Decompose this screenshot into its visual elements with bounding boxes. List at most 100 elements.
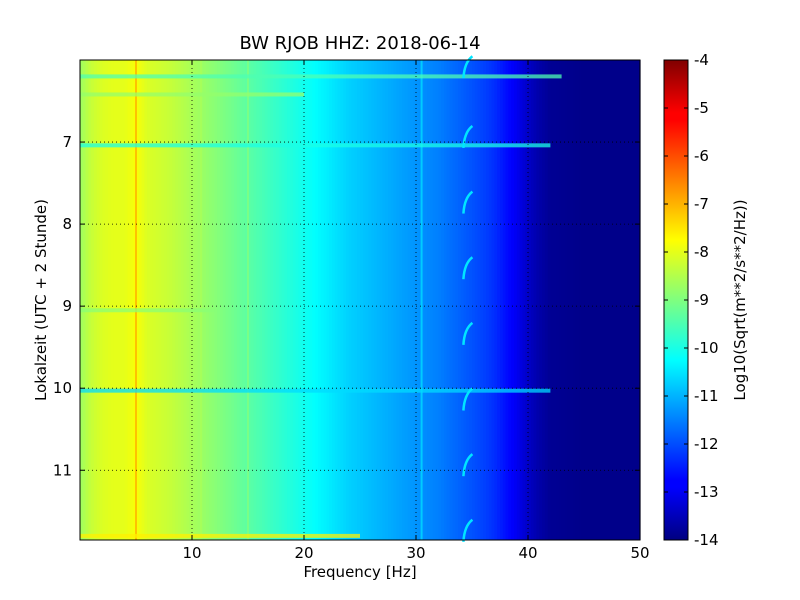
spectrogram-column <box>334 60 339 540</box>
spectrogram-column <box>326 60 330 540</box>
spectrogram-column <box>80 60 84 540</box>
spectrogram-column <box>138 60 143 540</box>
spectrogram-column <box>371 60 375 540</box>
spectrogram-column <box>166 60 171 540</box>
spectrogram-column <box>382 60 386 540</box>
colorbar: -4 -5 -6 -7 -8 -9 -10 -11 -12 -13 -14 Log10(Sqrt(m… <box>663 51 749 549</box>
spectrogram-column <box>264 60 269 540</box>
spectrogram-column <box>220 60 224 540</box>
spectrogram-column <box>598 60 602 540</box>
spectrogram-column <box>494 60 498 540</box>
spectrogram-column <box>483 60 487 540</box>
spectrogram-column <box>631 60 635 540</box>
spectrogram-column <box>458 60 462 540</box>
spectrogram-column <box>497 60 501 540</box>
colorbar-tick-label: -10 <box>694 339 719 357</box>
colorbar-label: Log10(Sqrt(m**2/s**2/Hz)) <box>731 199 749 400</box>
spectrogram-column <box>267 60 271 540</box>
spectrogram-column <box>273 60 277 540</box>
colorbar-tick-label: -14 <box>694 531 719 549</box>
spectrogram-columns <box>80 60 641 540</box>
spectrogram-column <box>183 60 187 540</box>
spectrogram-column <box>441 60 445 540</box>
spectrogram-column <box>572 60 577 540</box>
colorbar-tick-label: -5 <box>694 99 709 117</box>
spectrogram-column <box>385 60 389 540</box>
spectrogram-column <box>329 60 333 540</box>
spectrogram-column <box>474 60 479 540</box>
spectrogram-column <box>404 60 409 540</box>
spectrogram-column <box>617 60 621 540</box>
spectrogram-column <box>276 60 280 540</box>
spectrogram-column <box>399 60 403 540</box>
spectrogram-column <box>530 60 535 540</box>
spectrogram-column <box>245 60 249 540</box>
spectral-line <box>247 60 249 540</box>
spectrogram-column <box>214 60 218 540</box>
spectrogram-column <box>85 60 89 540</box>
spectrogram-column <box>175 60 179 540</box>
spectrogram-column <box>169 60 173 540</box>
spectrogram-column <box>570 60 574 540</box>
spectrogram-column <box>315 60 319 540</box>
arc-marker <box>462 256 474 280</box>
time-event-streak <box>80 92 304 97</box>
spectrogram-column <box>460 60 465 540</box>
spectrogram-column <box>589 60 593 540</box>
spectrogram-column <box>547 60 551 540</box>
spectrogram-column <box>136 60 140 540</box>
spectrogram-column <box>147 60 151 540</box>
spectrogram-column <box>354 60 358 540</box>
x-axis-label: Frequency [Hz] <box>303 563 416 581</box>
spectrogram-column <box>505 60 509 540</box>
spectrogram-column <box>402 60 406 540</box>
spectrogram-column <box>203 60 207 540</box>
spectrogram-column <box>637 60 641 540</box>
y-tick-label: 10 <box>53 379 72 397</box>
spectrogram-column <box>516 60 521 540</box>
spectrogram-column <box>376 60 381 540</box>
spectrogram-column <box>362 60 367 540</box>
spectrogram-column <box>452 60 456 540</box>
spectrogram-column <box>298 60 302 540</box>
time-event-streak <box>80 74 562 79</box>
spectrogram-column <box>262 60 266 540</box>
spectrogram-column <box>172 60 176 540</box>
spectral-lines <box>135 60 423 540</box>
spectrogram-column <box>536 60 540 540</box>
spectral-line <box>420 60 423 540</box>
spectrogram-column <box>528 60 532 540</box>
y-axis-ticks: 7 8 9 10 11 <box>53 133 640 479</box>
arc-marker <box>462 518 474 542</box>
spectrogram-column <box>348 60 353 540</box>
plot-area <box>79 55 641 542</box>
spectrogram-column <box>96 60 101 540</box>
spectrogram-column <box>603 60 607 540</box>
x-tick-label: 40 <box>518 544 537 562</box>
spectrogram-column <box>508 60 512 540</box>
arc-marker <box>462 453 474 477</box>
spectrogram-column <box>374 60 378 540</box>
colorbar-tick-label: -12 <box>694 435 719 453</box>
spectrogram-column <box>99 60 103 540</box>
arc-marker <box>462 55 474 79</box>
spectrogram-column <box>250 60 255 540</box>
spectrogram-column <box>525 60 529 540</box>
spectrogram-column <box>614 60 619 540</box>
spectrogram-column <box>105 60 109 540</box>
chart-title: BW RJOB HHZ: 2018-06-14 <box>239 33 480 54</box>
spectrogram-column <box>500 60 504 540</box>
spectrogram-column <box>410 60 414 540</box>
y-tick-label: 11 <box>53 461 72 479</box>
spectrogram-column <box>122 60 126 540</box>
spectrogram-column <box>514 60 518 540</box>
spectrogram-column <box>427 60 431 540</box>
spectral-line <box>199 60 202 540</box>
x-tick-label: 50 <box>630 544 649 562</box>
spectrogram-column <box>318 60 322 540</box>
spectrogram-column <box>130 60 134 540</box>
spectrogram-column <box>186 60 190 540</box>
spectrogram-column <box>519 60 523 540</box>
spectrogram-column <box>351 60 355 540</box>
spectrogram-column <box>124 60 129 540</box>
